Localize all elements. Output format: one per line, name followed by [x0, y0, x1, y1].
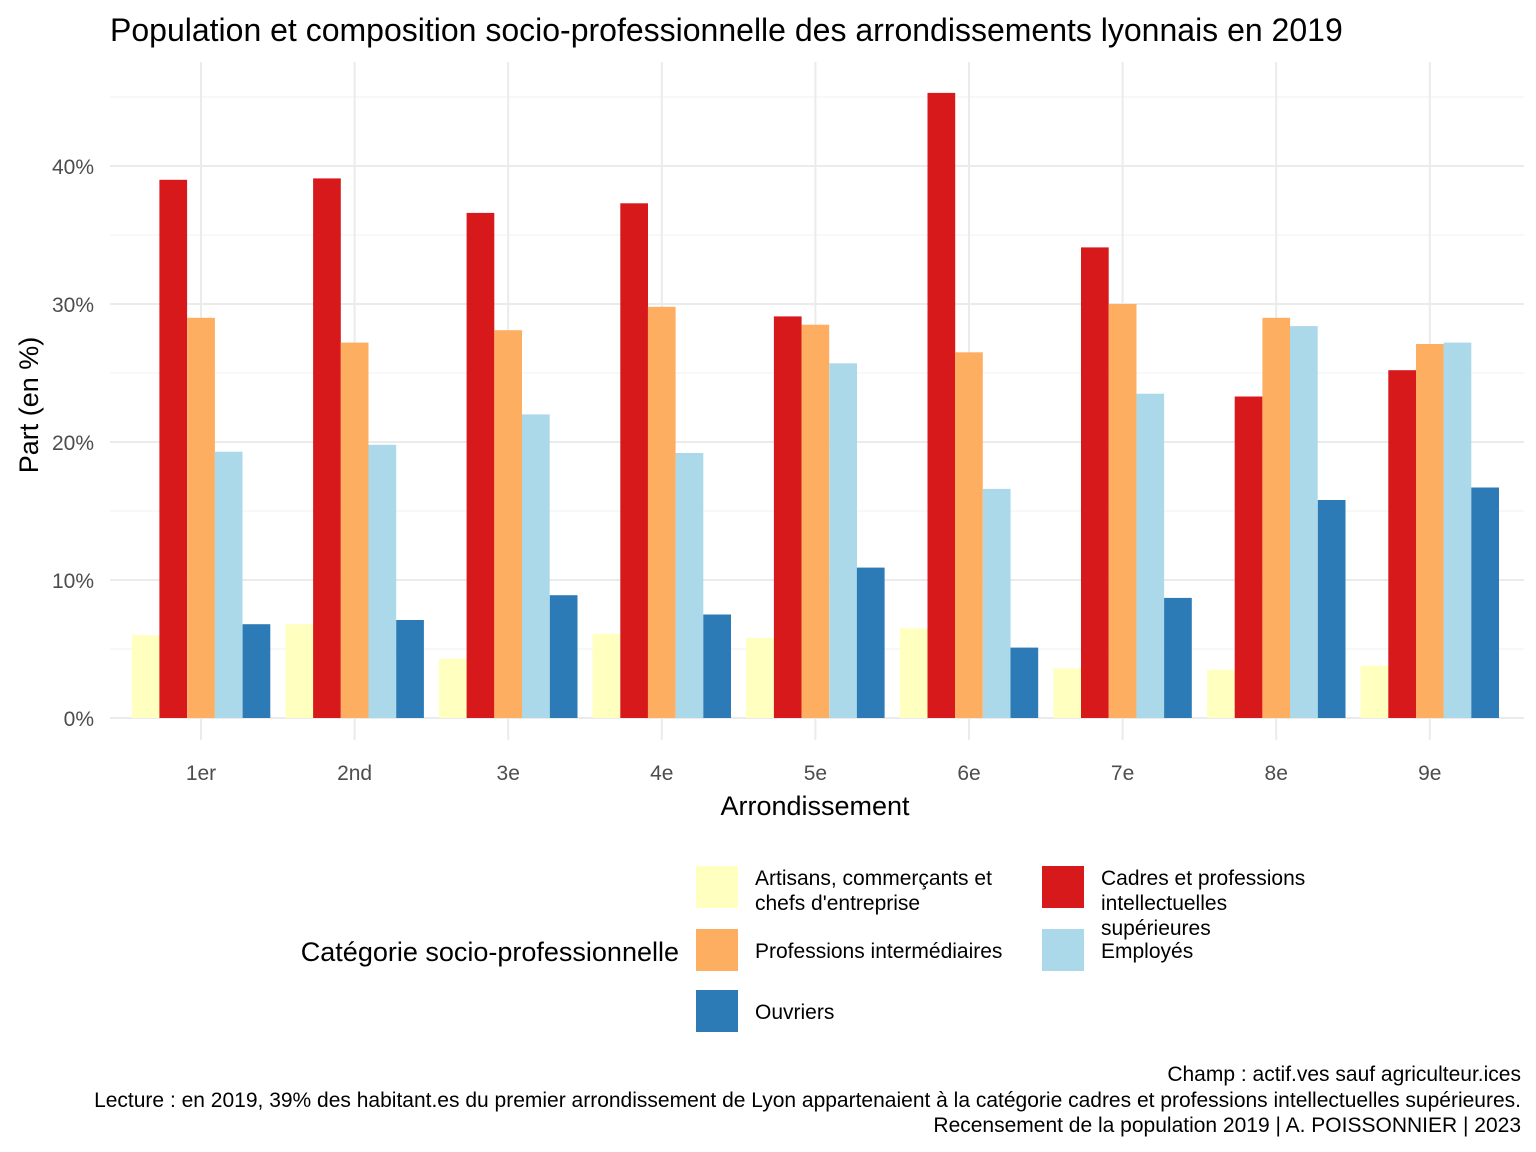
y-tick-labels: 0% 10% 20% 30% 40% — [52, 156, 94, 731]
bar — [1207, 669, 1235, 718]
legend: Artisans, commerçants et chefs d'entrepri… — [696, 866, 1305, 1032]
bar — [242, 624, 271, 718]
legend-label: Employés — [1101, 940, 1193, 963]
legend-label-line: chefs d'entreprise — [755, 892, 920, 915]
x-tick-label: 7e — [1111, 762, 1134, 785]
bar — [746, 638, 774, 718]
x-tick-labels: 1er 2nd 3e 4e 5e 6e 7e 8e 9e — [186, 762, 1442, 785]
legend-title: Catégorie socio-professionnelle — [301, 937, 679, 967]
bar — [647, 306, 676, 718]
bar — [955, 352, 983, 718]
bar — [801, 324, 830, 718]
x-tick-label: 8e — [1265, 762, 1288, 785]
y-tick-label: 20% — [52, 432, 94, 455]
legend-key — [696, 929, 738, 971]
caption-reading: Lecture : en 2019, 39% des habitant.es d… — [94, 1089, 1521, 1112]
bar — [1136, 393, 1165, 718]
caption-source: Recensement de la population 2019 | A. P… — [933, 1114, 1521, 1137]
legend-label-line: Employés — [1101, 940, 1193, 963]
x-tick-label: 4e — [650, 762, 673, 785]
bar — [773, 316, 802, 718]
y-tick-label: 0% — [64, 708, 94, 731]
legend-key — [1042, 929, 1084, 971]
bar — [1443, 342, 1472, 718]
bar — [675, 453, 704, 718]
bar — [1108, 304, 1137, 718]
legend-label: Cadres et professions intellectuelles supé… — [1101, 867, 1305, 940]
bar — [1010, 647, 1039, 718]
bar — [1234, 396, 1263, 718]
bar — [1360, 665, 1389, 718]
bar — [1317, 500, 1346, 718]
y-tick-label: 40% — [52, 156, 94, 179]
legend-label: Artisans, commerçants et chefs d'entrepri… — [755, 867, 992, 915]
bar — [1388, 370, 1416, 718]
legend-label-line: Ouvriers — [755, 1001, 834, 1024]
bar — [856, 567, 885, 718]
bar — [396, 620, 424, 718]
legend-label-line: Artisans, commerçants et — [755, 867, 992, 890]
bar — [1053, 668, 1081, 718]
caption-scope: Champ : actif.ves sauf agriculteur.ices — [1167, 1063, 1521, 1086]
x-tick-label: 6e — [957, 762, 980, 785]
bars — [131, 92, 1499, 719]
bar — [1262, 317, 1291, 718]
legend-label: Professions intermédiaires — [755, 940, 1002, 963]
x-tick-label: 9e — [1418, 762, 1441, 785]
bar — [1081, 247, 1109, 718]
legend-label: Ouvriers — [755, 1001, 834, 1024]
bar — [1471, 487, 1499, 718]
bar — [703, 614, 731, 718]
legend-label-line: intellectuelles — [1101, 892, 1227, 915]
bar — [466, 212, 495, 718]
bar — [549, 595, 578, 718]
bar — [131, 635, 160, 718]
y-axis-label: Part (en %) — [14, 337, 44, 474]
bar — [438, 658, 467, 718]
legend-label-line: Professions intermédiaires — [755, 940, 1002, 963]
x-tick-label: 1er — [186, 762, 216, 785]
bar — [159, 179, 188, 719]
x-tick-label: 3e — [497, 762, 520, 785]
legend-key — [696, 866, 738, 908]
bar — [522, 414, 550, 718]
y-tick-label: 10% — [52, 570, 94, 593]
x-tick-label: 2nd — [337, 762, 372, 785]
legend-label-line: Cadres et professions — [1101, 867, 1305, 890]
bar — [592, 633, 621, 718]
bar — [899, 628, 928, 718]
bar — [1290, 326, 1318, 718]
bar — [368, 444, 397, 718]
bar — [927, 92, 956, 718]
legend-label-line: supérieures — [1101, 917, 1211, 940]
bar — [313, 178, 341, 718]
bar — [340, 342, 369, 718]
bar — [187, 317, 215, 718]
legend-key — [696, 990, 738, 1032]
bar — [214, 451, 243, 718]
bar — [1416, 344, 1444, 718]
bar — [829, 363, 857, 718]
bar — [982, 488, 1011, 718]
x-axis-label: Arrondissement — [720, 791, 910, 821]
bar — [494, 330, 522, 718]
bar — [285, 624, 314, 718]
y-tick-label: 30% — [52, 294, 94, 317]
bar — [620, 203, 648, 719]
chart-title: Population et composition socio-professi… — [110, 12, 1343, 48]
x-tick-label: 5e — [804, 762, 827, 785]
bar — [1164, 597, 1192, 718]
legend-key — [1042, 866, 1084, 908]
